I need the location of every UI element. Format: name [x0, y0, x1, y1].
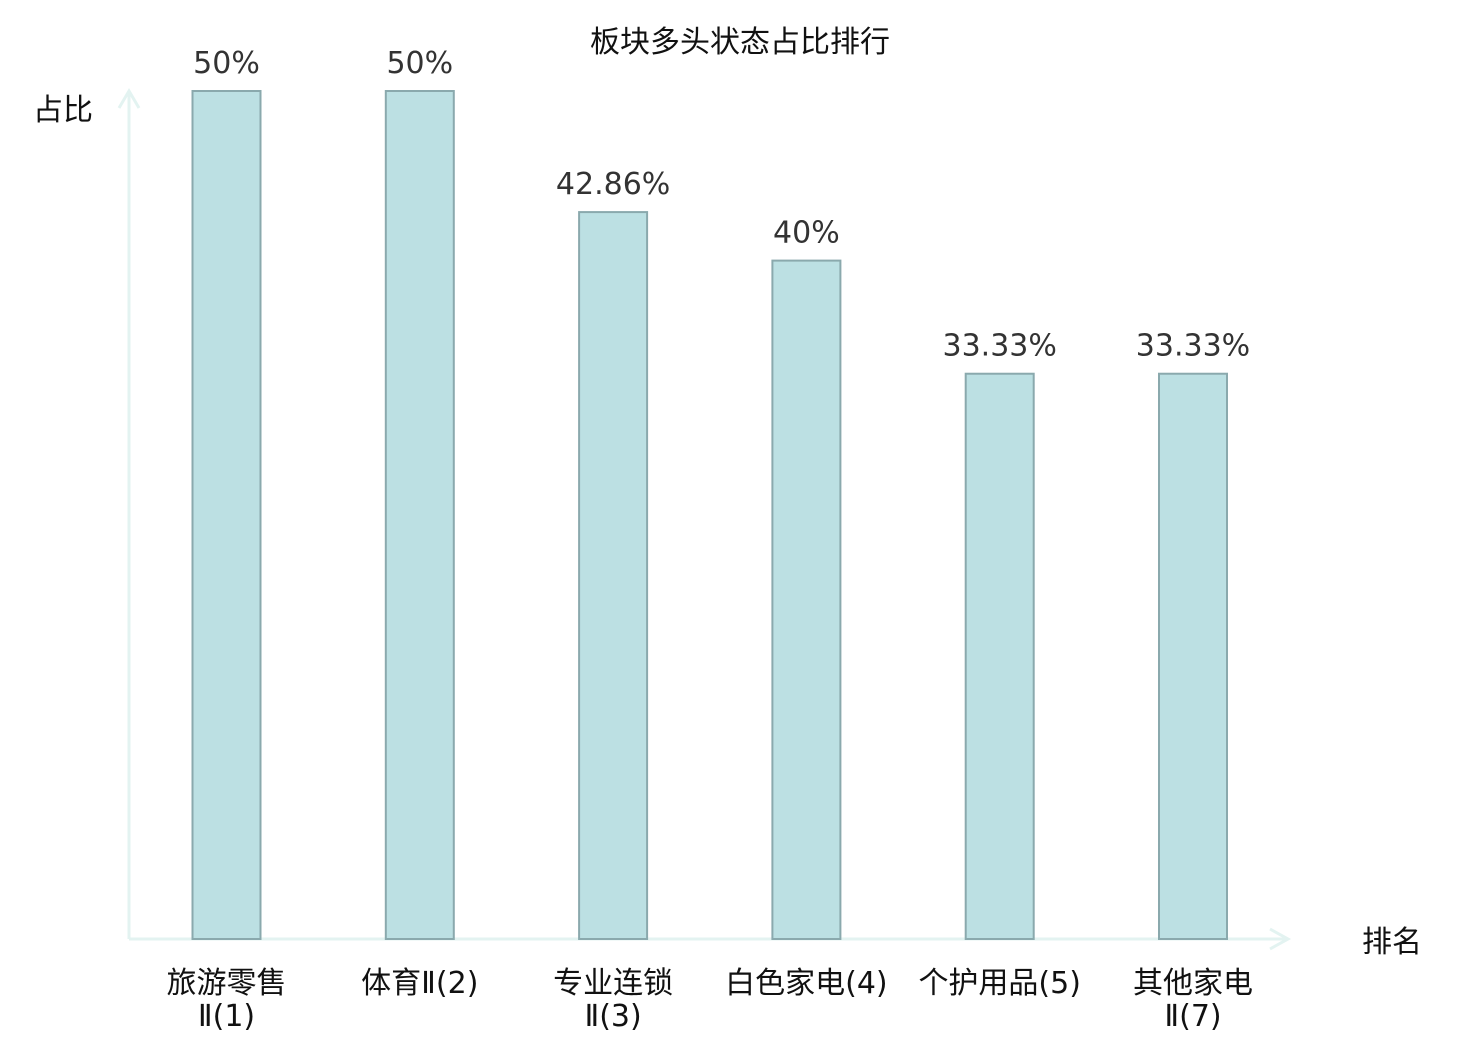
- bar-value-label: 40%: [773, 216, 840, 251]
- chart-title: 板块多头状态占比排行: [590, 25, 890, 60]
- category-tick-label-line: 专业连锁: [553, 966, 673, 1001]
- category-tick-label-line: Ⅱ(3): [584, 999, 641, 1034]
- category-tick-label-line: 体育Ⅱ(2): [361, 966, 478, 1001]
- category-tick-label-line: Ⅱ(1): [198, 999, 255, 1034]
- bar: [191, 90, 262, 940]
- category-tick-label: 白色家电(4): [725, 966, 888, 1001]
- category-tick-label-line: Ⅱ(7): [1164, 999, 1221, 1034]
- value-labels: 50% 50% 42.86% 40% 33.33% 33.33%: [193, 46, 1250, 364]
- category-tick-label-line: 白色家电(4): [725, 966, 888, 1001]
- bar-value-label: 50%: [386, 46, 453, 81]
- category-tick-label: 旅游零售 Ⅱ(1): [167, 966, 287, 1034]
- category-tick-label: 个护用品(5): [918, 966, 1081, 1001]
- x-axis: [129, 927, 1292, 951]
- bars: [191, 90, 1228, 941]
- category-tick-label: 其他家电 Ⅱ(7): [1133, 966, 1253, 1034]
- x-axis-label: 排名: [1362, 925, 1422, 960]
- x-axis-arrow: [1269, 927, 1292, 951]
- category-tick-label: 专业连锁 Ⅱ(3): [553, 966, 673, 1034]
- bar: [384, 90, 455, 940]
- y-axis: [117, 88, 141, 939]
- bar: [771, 259, 842, 941]
- category-labels: 旅游零售 Ⅱ(1) 体育Ⅱ(2) 专业连锁 Ⅱ(3) 白色家电(4) 个护用品(5) 其他家电…: [167, 966, 1254, 1034]
- y-axis-arrow: [117, 88, 141, 109]
- category-tick-label-line: 个护用品(5): [918, 966, 1081, 1001]
- category-tick-label-line: 其他家电: [1133, 966, 1253, 1001]
- category-tick-label-line: 旅游零售: [167, 966, 287, 1001]
- y-axis-label: 占比: [33, 93, 93, 128]
- bar-value-label: 50%: [193, 46, 260, 81]
- bar: [964, 372, 1035, 940]
- bar: [578, 211, 649, 940]
- bar-value-label: 33.33%: [1136, 329, 1250, 364]
- bar-value-label: 42.86%: [556, 167, 670, 202]
- category-tick-label: 体育Ⅱ(2): [361, 966, 478, 1001]
- bar: [1158, 372, 1228, 940]
- bar-value-label: 33.33%: [943, 329, 1057, 364]
